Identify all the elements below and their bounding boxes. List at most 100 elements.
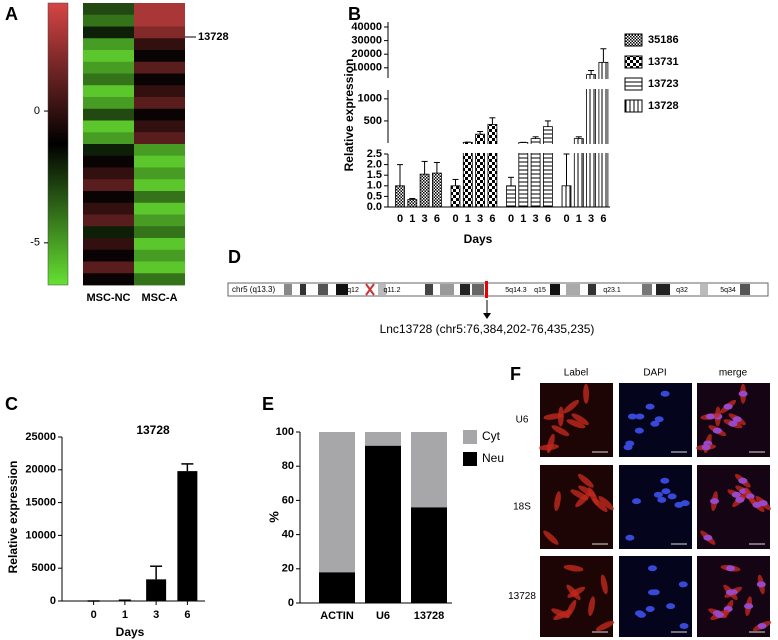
bar xyxy=(114,600,135,601)
nucleus xyxy=(667,493,677,500)
y-tick-label: 20000 xyxy=(25,464,56,476)
x-tick-label: 1 xyxy=(465,213,471,225)
y-tick-label: 30000 xyxy=(351,35,382,47)
chromosome-label: chr5 (q13.3) xyxy=(232,285,275,294)
heatmap-cell xyxy=(83,214,134,227)
nucleus xyxy=(657,496,667,503)
nucleus xyxy=(650,420,660,427)
bar xyxy=(506,185,516,208)
legend-label: 13723 xyxy=(648,78,679,90)
nucleus xyxy=(674,501,684,508)
band-label: q32 xyxy=(676,287,688,294)
x-tick-label: 1 xyxy=(409,213,415,225)
legend-label: 13731 xyxy=(648,56,679,68)
nucleus xyxy=(732,416,742,423)
heatmap-cell xyxy=(134,261,185,274)
bar xyxy=(487,124,498,208)
y-tick-label: 2.5 xyxy=(367,148,382,160)
nucleus xyxy=(679,622,689,629)
y-tick-label: 2.0 xyxy=(367,159,382,171)
panel-label: B xyxy=(348,4,361,24)
x-tick-label: 6 xyxy=(184,609,190,621)
heatmap-cell xyxy=(83,132,134,145)
heatmap-cell xyxy=(134,38,185,51)
nucleus xyxy=(744,603,754,610)
nucleus xyxy=(660,390,670,397)
nucleus xyxy=(738,477,748,484)
heatmap-cell xyxy=(134,238,185,251)
x-tick-label: 6 xyxy=(545,213,551,225)
nucleus xyxy=(666,603,676,610)
legend-swatch xyxy=(624,33,643,47)
x-tick-label: U6 xyxy=(376,610,390,622)
bar xyxy=(177,471,198,601)
y-tick-label: 10000 xyxy=(351,62,382,74)
heatmap-cell xyxy=(83,179,134,192)
cell xyxy=(543,530,559,545)
nucleus xyxy=(738,390,748,397)
heatmap-cell xyxy=(83,155,134,168)
bar xyxy=(395,185,405,208)
heatmap-cell xyxy=(134,85,185,98)
chart-title: 13728 xyxy=(136,423,170,437)
y-tick-label: 1000 xyxy=(358,93,382,105)
y-tick-label: 500 xyxy=(364,115,382,127)
y-tick-label: 1.0 xyxy=(367,180,382,192)
legend-label: 13728 xyxy=(648,100,679,112)
nucleus xyxy=(712,427,722,434)
bar xyxy=(419,173,430,208)
heatmap-cell xyxy=(83,61,134,74)
cell xyxy=(588,596,596,617)
cell xyxy=(553,609,572,620)
x-axis-label: Days xyxy=(464,232,493,246)
y-tick-label: 1.5 xyxy=(367,169,382,181)
band-label: q11.2 xyxy=(384,287,401,294)
bar-segment xyxy=(319,572,355,603)
heatmap-cell xyxy=(134,202,185,215)
band-label: 5q14.3 xyxy=(505,287,527,294)
heatmap-cell xyxy=(83,226,134,239)
y-tick-label: 0 xyxy=(288,597,294,609)
panel-label: D xyxy=(228,247,241,267)
bar-segment xyxy=(411,507,447,603)
x-tick-label: 0 xyxy=(508,213,514,225)
x-tick-label: 0 xyxy=(563,213,569,225)
bar-segment xyxy=(365,432,401,446)
row-label: 13728 xyxy=(508,591,536,602)
bar xyxy=(561,185,572,208)
heatmap-cell xyxy=(134,50,185,63)
heatmap-cell xyxy=(83,38,134,51)
cell xyxy=(566,419,586,429)
heatmap-cell xyxy=(83,191,134,204)
nucleus xyxy=(757,622,767,629)
x-tick-label: 3 xyxy=(588,213,594,225)
nucleus xyxy=(645,605,655,612)
centromere xyxy=(365,283,375,296)
column-label: MSC-A xyxy=(141,292,177,304)
cell xyxy=(592,497,608,512)
heatmap-cell xyxy=(83,144,134,157)
heatmap-cell xyxy=(134,97,185,110)
heatmap-cell xyxy=(134,214,185,227)
heatmap-cell xyxy=(83,97,134,110)
colorbar xyxy=(47,2,69,286)
x-tick-label: 6 xyxy=(489,213,495,225)
row-label: U6 xyxy=(516,415,529,426)
nucleus xyxy=(635,413,645,420)
y-tick-label: 40000 xyxy=(351,21,382,33)
panel-label: F xyxy=(510,364,521,384)
legend-swatch xyxy=(463,452,477,466)
bar xyxy=(543,126,553,208)
cell xyxy=(563,564,584,572)
y-tick-label: 0.0 xyxy=(367,201,382,213)
nucleus xyxy=(752,501,762,508)
x-axis-label: Days xyxy=(116,625,145,639)
column-label: DAPI xyxy=(643,368,666,379)
bar xyxy=(146,579,167,601)
nucleus xyxy=(660,477,670,484)
locus-label: Lnc13728 (chr5:76,384,202-76,435,235) xyxy=(380,322,595,336)
heatmap-cell xyxy=(83,261,134,274)
y-tick-label: 25000 xyxy=(25,431,56,443)
heatmap-cell xyxy=(134,14,185,27)
